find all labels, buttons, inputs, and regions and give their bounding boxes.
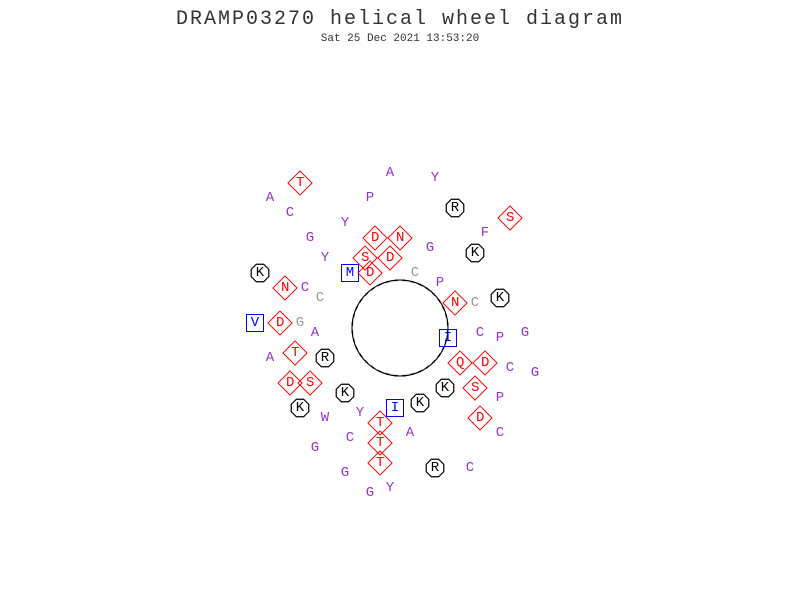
residue-17: K	[490, 288, 510, 308]
diagram-timestamp: Sat 25 Dec 2021 13:53:20	[0, 33, 800, 45]
residue-0: I	[439, 329, 457, 347]
residue-43: Y	[380, 478, 400, 498]
residue-66: Y	[425, 168, 445, 188]
residue-47: R	[315, 348, 335, 368]
residue-37: C	[460, 458, 480, 478]
residue-16: C	[465, 293, 485, 313]
residue-14: F	[475, 223, 495, 243]
residue-26: K	[410, 393, 430, 413]
residue-44: K	[290, 398, 310, 418]
residue-61: C	[280, 203, 300, 223]
residue-35: Y	[350, 403, 370, 423]
residue-33: C	[340, 428, 360, 448]
residue-40: G	[305, 438, 325, 458]
residue-46: D	[277, 370, 302, 395]
residue-20: G	[515, 323, 535, 343]
residue-15: S	[497, 205, 522, 230]
residue-19: P	[490, 328, 510, 348]
residue-55: C	[295, 278, 315, 298]
residue-36: R	[425, 458, 445, 478]
residue-31: A	[400, 423, 420, 443]
residue-34: T	[367, 450, 392, 475]
residue-63: T	[287, 170, 312, 195]
residue-13: K	[465, 243, 485, 263]
residue-39: W	[315, 408, 335, 428]
residue-42: G	[360, 483, 380, 503]
residue-62: A	[260, 188, 280, 208]
residue-29: I	[386, 399, 404, 417]
diagram-title: DRAMP03270 helical wheel diagram	[0, 8, 800, 31]
residue-51: G	[290, 313, 310, 333]
residue-25: P	[490, 388, 510, 408]
residue-59: G	[300, 228, 320, 248]
residue-65: A	[380, 163, 400, 183]
residue-12: P	[430, 273, 450, 293]
residue-53: V	[246, 314, 264, 332]
residue-58: Y	[315, 248, 335, 268]
residue-57: K	[250, 263, 270, 283]
residue-67: R	[445, 198, 465, 218]
residue-11: G	[420, 238, 440, 258]
residue-49: A	[260, 348, 280, 368]
residue-64: P	[360, 188, 380, 208]
residue-38: K	[335, 383, 355, 403]
residue-10: C	[405, 263, 425, 283]
residue-3: K	[435, 378, 455, 398]
residue-41: G	[335, 463, 355, 483]
residue-22: C	[500, 358, 520, 378]
residue-60: Y	[335, 213, 355, 233]
residue-28: C	[490, 423, 510, 443]
residue-56: N	[272, 275, 297, 300]
residue-18: C	[470, 323, 490, 343]
residue-23: G	[525, 363, 545, 383]
residue-52: D	[267, 310, 292, 335]
